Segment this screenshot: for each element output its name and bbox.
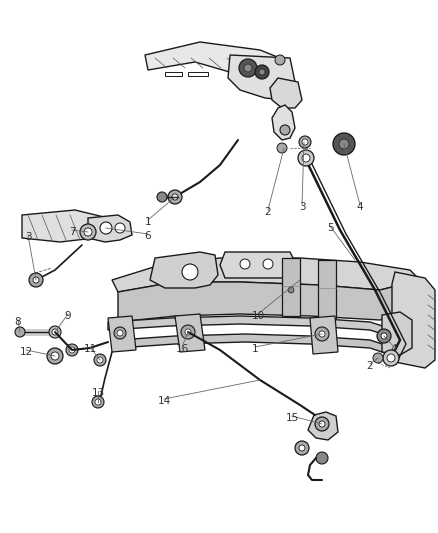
Text: 3: 3 xyxy=(299,202,305,212)
Circle shape xyxy=(339,139,349,149)
Circle shape xyxy=(387,354,395,362)
Text: 14: 14 xyxy=(157,396,171,406)
Circle shape xyxy=(302,154,310,162)
Circle shape xyxy=(92,396,104,408)
Circle shape xyxy=(168,190,182,204)
Circle shape xyxy=(47,348,63,364)
Text: 6: 6 xyxy=(145,231,151,241)
Circle shape xyxy=(377,329,391,343)
Polygon shape xyxy=(310,316,338,354)
Text: 5: 5 xyxy=(327,223,333,233)
Text: 1: 1 xyxy=(252,344,258,354)
Circle shape xyxy=(114,327,126,339)
Polygon shape xyxy=(228,55,295,100)
Circle shape xyxy=(288,287,294,293)
Polygon shape xyxy=(318,260,336,318)
Circle shape xyxy=(383,350,399,366)
Circle shape xyxy=(295,441,309,455)
Circle shape xyxy=(299,136,311,148)
Polygon shape xyxy=(270,78,302,108)
Polygon shape xyxy=(118,280,420,322)
Circle shape xyxy=(333,133,355,155)
Circle shape xyxy=(280,125,290,135)
Circle shape xyxy=(263,259,273,269)
Polygon shape xyxy=(108,316,136,352)
Circle shape xyxy=(100,222,112,234)
Circle shape xyxy=(69,347,75,353)
Polygon shape xyxy=(382,312,412,355)
Circle shape xyxy=(49,326,61,338)
Text: 12: 12 xyxy=(19,347,32,357)
Circle shape xyxy=(52,329,58,335)
Text: 15: 15 xyxy=(286,413,299,423)
Polygon shape xyxy=(145,42,290,80)
Circle shape xyxy=(255,65,269,79)
Text: 16: 16 xyxy=(175,344,189,354)
Circle shape xyxy=(275,55,285,65)
Circle shape xyxy=(97,357,103,363)
Polygon shape xyxy=(118,334,388,354)
Circle shape xyxy=(182,264,198,280)
Circle shape xyxy=(259,69,265,75)
Circle shape xyxy=(84,228,92,236)
Circle shape xyxy=(15,327,25,337)
Circle shape xyxy=(66,344,78,356)
Text: 2: 2 xyxy=(367,361,373,371)
Text: 4: 4 xyxy=(391,344,397,354)
Circle shape xyxy=(80,224,96,240)
Text: 11: 11 xyxy=(83,344,97,354)
Circle shape xyxy=(299,445,305,451)
Circle shape xyxy=(240,259,250,269)
Polygon shape xyxy=(108,316,395,338)
Polygon shape xyxy=(188,72,208,76)
Polygon shape xyxy=(272,105,295,140)
Circle shape xyxy=(172,194,178,200)
Circle shape xyxy=(244,64,252,72)
Circle shape xyxy=(29,273,43,287)
Circle shape xyxy=(185,329,191,335)
Circle shape xyxy=(315,417,329,431)
Circle shape xyxy=(319,331,325,337)
Text: 7: 7 xyxy=(69,227,75,237)
Polygon shape xyxy=(308,412,338,440)
Circle shape xyxy=(94,354,106,366)
Polygon shape xyxy=(22,210,110,242)
Circle shape xyxy=(117,330,123,336)
Circle shape xyxy=(157,192,167,202)
Polygon shape xyxy=(392,272,435,368)
Circle shape xyxy=(51,352,59,360)
Polygon shape xyxy=(165,72,182,76)
Polygon shape xyxy=(220,252,295,278)
Circle shape xyxy=(381,333,387,339)
Text: 13: 13 xyxy=(92,388,105,398)
Text: 3: 3 xyxy=(25,232,31,242)
Circle shape xyxy=(239,59,257,77)
Circle shape xyxy=(319,421,325,427)
Circle shape xyxy=(373,353,383,363)
Text: 10: 10 xyxy=(251,311,265,321)
Polygon shape xyxy=(88,215,132,242)
Circle shape xyxy=(298,150,314,166)
Circle shape xyxy=(277,143,287,153)
Polygon shape xyxy=(150,252,218,288)
Circle shape xyxy=(33,277,39,283)
Circle shape xyxy=(115,223,125,233)
Text: 9: 9 xyxy=(65,311,71,321)
Circle shape xyxy=(316,452,328,464)
Text: 8: 8 xyxy=(15,317,21,327)
Text: 4: 4 xyxy=(357,202,363,212)
Circle shape xyxy=(181,325,195,339)
Polygon shape xyxy=(112,258,420,292)
Circle shape xyxy=(95,399,101,405)
Circle shape xyxy=(315,327,329,341)
Text: 1: 1 xyxy=(145,217,151,227)
Polygon shape xyxy=(282,258,300,316)
Text: 2: 2 xyxy=(265,207,271,217)
Circle shape xyxy=(302,139,308,145)
Polygon shape xyxy=(175,314,205,352)
